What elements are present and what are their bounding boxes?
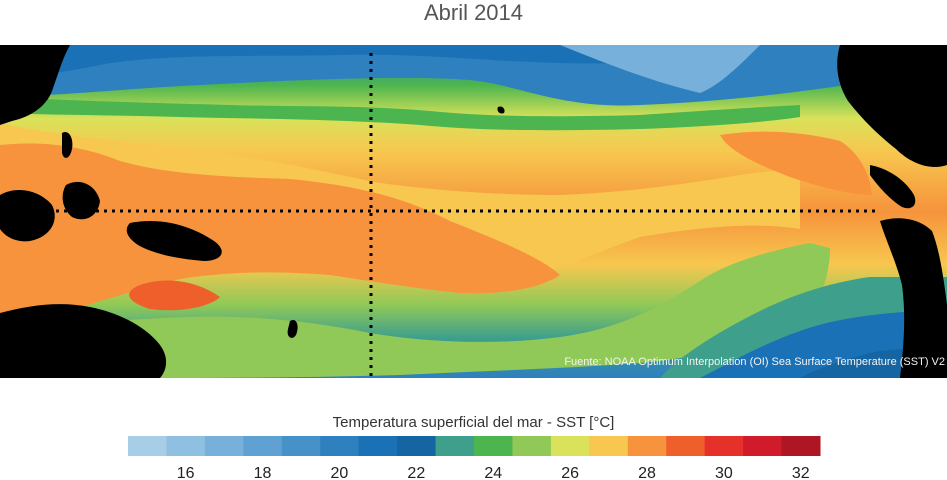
source-credit: Fuente: NOAA Optimum Interpolation (OI) … [564, 356, 945, 368]
colorbar-swatch [243, 436, 283, 456]
sst-zone-warm-pool-west [0, 143, 560, 325]
colorbar-swatch [704, 436, 744, 456]
sst-zone-warm-pool-east [720, 131, 872, 195]
land-masses [0, 45, 947, 378]
colorbar-swatch [204, 436, 244, 456]
sst-zone-north-pale [560, 45, 760, 93]
colorbar-tick-label: 30 [715, 465, 733, 480]
colorbar-swatch [512, 436, 552, 456]
colorbar-ticks: 16 18 20 22 24 26 28 30 32 [177, 465, 810, 480]
sst-zone-hot-spot [129, 280, 220, 311]
colorbar-swatch [743, 436, 783, 456]
colorbar-swatch [781, 436, 821, 456]
colorbar-swatch [128, 436, 167, 456]
sst-zone-north-green [0, 97, 800, 131]
colorbar-swatch [166, 436, 206, 456]
land-north-america [837, 45, 947, 168]
sst-zone-north-cool [0, 45, 760, 79]
colorbar-swatch [474, 436, 513, 456]
colorbar-tick-label: 24 [484, 465, 502, 480]
colorbar-tick-label: 20 [331, 465, 349, 480]
sst-zones [0, 45, 947, 378]
colorbar-swatch [397, 436, 437, 456]
colorbar-swatches [128, 436, 821, 456]
colorbar-tick-label: 18 [254, 465, 272, 480]
land-philippines [62, 131, 73, 158]
colorbar-tick-label: 16 [177, 465, 195, 480]
land-asia [0, 45, 70, 125]
colorbar-tick-label: 26 [561, 465, 579, 480]
land-hawaii [497, 106, 505, 114]
land-maritime-continent [0, 190, 55, 242]
colorbar-swatch [550, 436, 590, 456]
colorbar-tick-label: 28 [638, 465, 656, 480]
land-australia [0, 304, 167, 378]
colorbar-swatch [358, 436, 398, 456]
land-new-zealand [287, 319, 298, 338]
colorbar-title: Temperatura superficial del mar - SST [°… [332, 414, 615, 431]
colorbar-swatch [589, 436, 629, 456]
colorbar-swatch [666, 436, 706, 456]
sst-map: Fuente: NOAA Optimum Interpolation (OI) … [0, 45, 947, 378]
colorbar-tick-label: 22 [407, 465, 425, 480]
land-south-america [880, 218, 947, 378]
colorbar: 16 18 20 22 24 26 28 30 32 [128, 436, 821, 480]
map-title: Abril 2014 [423, 0, 524, 25]
colorbar-swatch [281, 436, 321, 456]
colorbar-tick-label: 32 [792, 465, 810, 480]
land-new-guinea [126, 221, 222, 261]
colorbar-swatch [627, 436, 667, 456]
land-central-america [870, 165, 916, 209]
sst-zone-south-green [0, 243, 830, 378]
colorbar-swatch [320, 436, 360, 456]
colorbar-swatch [435, 436, 475, 456]
